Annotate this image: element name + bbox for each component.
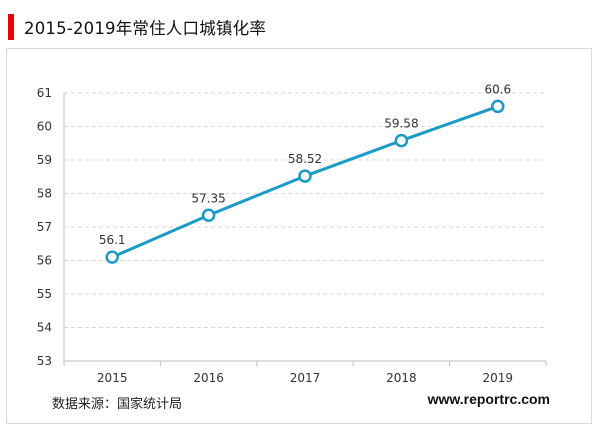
data-label: 60.6 <box>484 82 511 96</box>
data-point <box>298 169 312 183</box>
gridlines <box>63 92 546 362</box>
y-axis-ticks: 53 54 55 56 57 58 59 60 61 <box>37 86 52 368</box>
x-tick-label: 2019 <box>483 371 514 385</box>
y-tick-label: 57 <box>37 220 52 234</box>
x-tick-label: 2018 <box>386 371 417 385</box>
data-label: 59.58 <box>384 117 418 131</box>
x-tick-label: 2016 <box>193 371 224 385</box>
data-label: 58.52 <box>288 152 322 166</box>
data-label: 57.35 <box>191 191 225 205</box>
data-points <box>105 99 505 264</box>
data-point <box>491 99 505 114</box>
y-tick-label: 61 <box>37 86 52 100</box>
data-point <box>394 133 409 148</box>
y-tick-label: 54 <box>37 321 52 335</box>
y-tick-label: 59 <box>37 153 52 167</box>
data-source: 数据来源：国家统计局 <box>52 397 183 412</box>
title-accent-bar <box>8 14 14 40</box>
x-tick-label: 2015 <box>97 371 128 385</box>
y-tick-label: 60 <box>37 120 52 134</box>
x-axis-ticks: 2015 2016 2017 2018 2019 <box>63 361 547 385</box>
title-bar: 2015-2019年常住人口城镇化率 <box>8 14 266 40</box>
data-label: 56.1 <box>99 233 126 247</box>
chart-frame <box>6 48 592 424</box>
y-tick-label: 56 <box>37 254 52 268</box>
y-tick-label: 58 <box>37 187 52 201</box>
data-point <box>201 208 216 223</box>
x-tick-label: 2017 <box>290 371 321 385</box>
data-labels: 56.1 57.35 58.52 59.58 60.6 <box>99 82 511 247</box>
y-tick-label: 53 <box>37 354 52 368</box>
page-title: 2015-2019年常住人口城镇化率 <box>24 19 267 38</box>
website-link[interactable]: www.reportrc.com <box>427 391 550 407</box>
data-point <box>105 250 119 264</box>
y-tick-label: 55 <box>37 287 52 301</box>
